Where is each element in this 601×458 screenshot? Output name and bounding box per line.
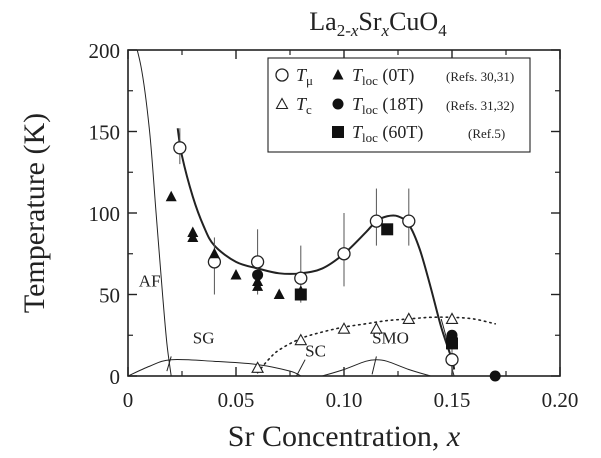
chart-title-text: La2-xSrxCuO4: [309, 7, 447, 40]
data-point-filled-square: [294, 288, 307, 301]
x-tick-label: 0.10: [326, 388, 363, 412]
legend-marker-filled-triangle: [332, 69, 344, 80]
axes: 0 0.05 0.10 0.15 0.20 0 50 100 150 200 Sr Concentr…: [18, 39, 578, 453]
legend-marker-open-circle: [275, 68, 289, 82]
legend-reference: (Ref.5): [468, 126, 505, 141]
data-point-open-circle: [250, 255, 265, 269]
data-point-open-triangle: [402, 312, 416, 325]
legend-label: Tloc (60T): [352, 122, 423, 145]
data-point-open-triangle: [294, 333, 308, 346]
title-part: CuO: [389, 7, 438, 36]
y-axis-title: Temperature (K): [18, 113, 51, 313]
data-point-filled-triangle: [252, 280, 264, 291]
legend-label-sub: loc: [362, 130, 378, 145]
data-point-filled-circle: [252, 269, 264, 281]
data-point-open-circle: [445, 353, 459, 367]
title-sub-italic: x: [381, 21, 390, 40]
data-point-open-triangle: [251, 361, 265, 373]
data-point-filled-triangle: [165, 190, 177, 202]
region-pointer-line: [371, 356, 377, 375]
legend-label-sub: c: [306, 102, 312, 117]
region-pointer-line: [166, 356, 172, 372]
y-tick-label: 150: [89, 121, 121, 145]
legend-label-sub: μ: [306, 73, 313, 88]
y-tick-label: 200: [89, 39, 121, 63]
title-sub-italic: x: [350, 21, 359, 40]
legend-label: Tloc (0T): [352, 65, 414, 88]
data-point-filled-square: [446, 337, 458, 350]
data-point-filled-triangle: [230, 268, 242, 280]
x-axis-title-text: Sr Concentration,: [228, 420, 447, 453]
title-sub: 4: [438, 21, 447, 40]
data-point-filled-triangle: [208, 247, 220, 259]
y-tick-label: 50: [99, 284, 120, 308]
title-sub: 2-: [337, 21, 352, 40]
legend-marker-filled-square: [332, 126, 344, 138]
data-point-open-circle: [294, 271, 308, 285]
region-label-af: AF: [139, 271, 161, 290]
data-point-open-triangle: [445, 312, 459, 325]
y-tick-label: 0: [110, 365, 121, 389]
legend-label-field: (18T): [378, 94, 423, 115]
curve-smo-dome: [322, 359, 431, 376]
data-point-open-circle: [369, 214, 384, 228]
legend-marker-filled-circle: [332, 98, 344, 110]
legend-label-var: T: [352, 94, 364, 114]
legend-label-sub: loc: [362, 102, 378, 117]
y-tick-label: 100: [89, 202, 121, 226]
chart-title: La2-xSrxCuO4: [309, 7, 447, 40]
region-pointer-line: [296, 359, 306, 377]
x-tick-label: 0.20: [542, 388, 579, 412]
legend-marker-open-triangle: [275, 97, 289, 110]
x-tick-label: 0.15: [434, 388, 471, 412]
legend-reference: (Refs. 30,31): [446, 69, 514, 84]
legend-box: [267, 57, 531, 153]
data-point-open-circle: [337, 247, 351, 261]
legend-label-field: (0T): [378, 65, 414, 86]
legend-label-sub: loc: [362, 73, 378, 88]
data-point-open-triangle: [337, 322, 351, 334]
legend-label-field: (60T): [378, 122, 423, 143]
x-axis-title-var: x: [446, 420, 461, 453]
legend-label: Tμ: [296, 65, 313, 88]
region-labels: AF SG SC SMO: [139, 271, 409, 377]
legend-label-var: T: [296, 94, 308, 114]
region-label-sg: SG: [193, 328, 215, 347]
title-part: La: [309, 7, 337, 36]
data-point-filled-square: [381, 223, 394, 236]
x-axis-title: Sr Concentration, x: [228, 420, 461, 453]
legend-label: Tloc (18T): [352, 94, 423, 117]
region-label-smo: SMO: [372, 328, 409, 347]
curve-sg-dome: [128, 358, 302, 376]
legend-label-var: T: [352, 65, 364, 85]
title-part: Sr: [358, 7, 381, 36]
legend-label-var: T: [352, 122, 364, 142]
data-point-open-circle: [402, 214, 416, 228]
legend-reference: (Refs. 31,32): [446, 98, 514, 113]
data-point-filled-triangle: [273, 288, 285, 299]
data-point-open-circle: [173, 141, 187, 155]
legend-label: Tc: [296, 94, 312, 117]
data-point-open-triangle: [369, 322, 383, 334]
data-points: [165, 141, 501, 382]
x-tick-label: 0: [123, 388, 134, 412]
region-label-sc: SC: [305, 341, 326, 360]
curve-af-boundary: [136, 50, 172, 376]
x-tick-label: 0.05: [218, 388, 255, 412]
data-point-filled-triangle: [187, 226, 199, 238]
legend-label-var: T: [296, 65, 308, 85]
data-point-filled-circle: [489, 370, 501, 382]
